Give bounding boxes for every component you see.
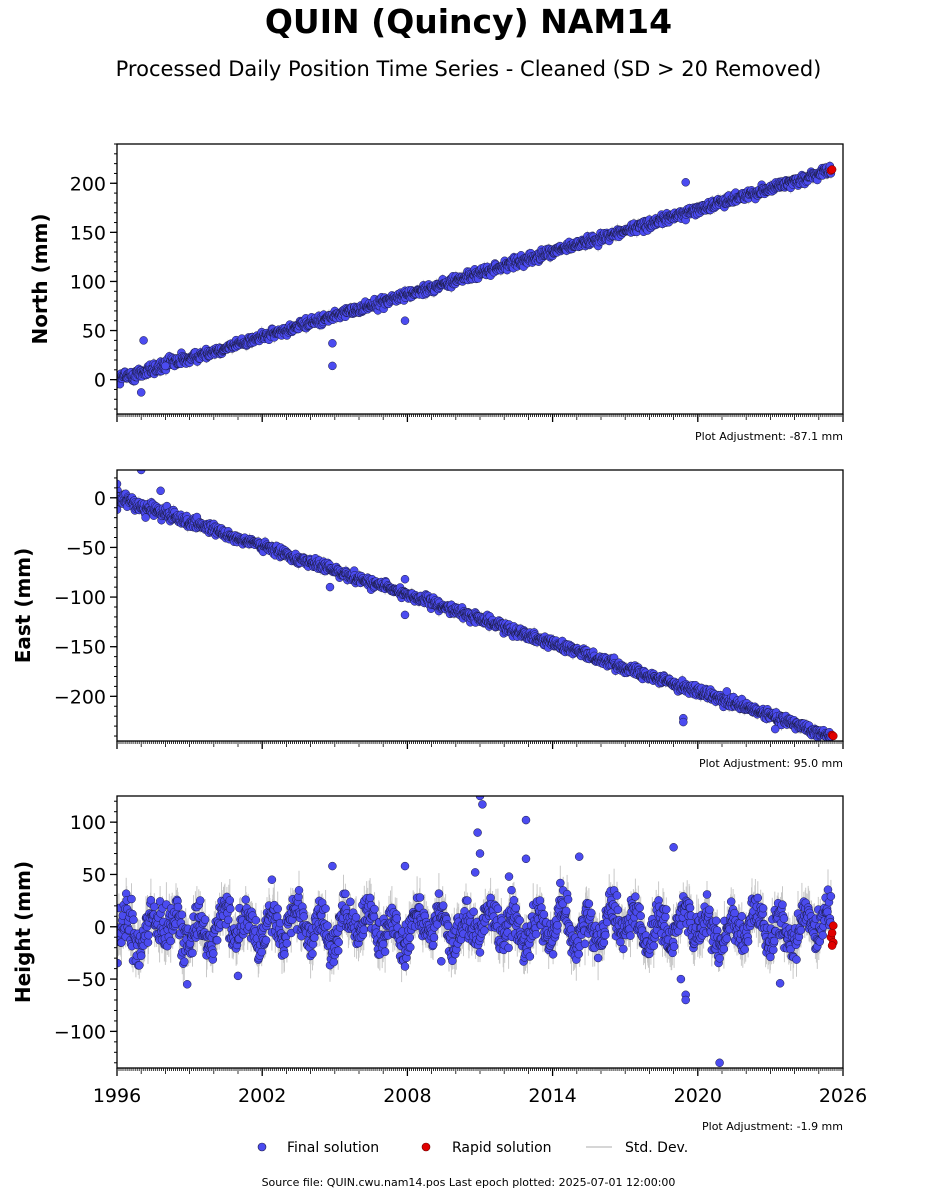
final-point xyxy=(139,336,148,345)
north-rapid-series xyxy=(826,165,837,175)
page-subtitle: Processed Daily Position Time Series - C… xyxy=(115,57,822,81)
y-tick-label: 100 xyxy=(70,271,106,293)
rapid-point xyxy=(827,165,837,174)
north-final-series xyxy=(117,161,836,397)
north-y-axis-label: North (mm) xyxy=(28,213,52,344)
final-point xyxy=(400,316,410,325)
final-point xyxy=(328,339,337,348)
y-tick-label: 50 xyxy=(82,321,106,343)
y-tick-label: 0 xyxy=(94,370,106,392)
east-final-series xyxy=(117,470,836,741)
final-point xyxy=(328,361,337,371)
page-title: QUIN (Quincy) NAM14 xyxy=(264,2,673,41)
north-panel: 0 50 100 150 200 North (mm) Plot Adjustment: -… xyxy=(28,143,844,443)
y-tick-label: 200 xyxy=(70,173,106,195)
final-point xyxy=(136,388,146,397)
final-point xyxy=(161,361,170,371)
y-tick-label: 150 xyxy=(70,222,106,244)
final-point xyxy=(141,513,150,522)
east-plot-area xyxy=(117,470,838,741)
north-plot-adjustment: Plot Adjustment: -87.1 mm xyxy=(695,430,843,443)
north-plot-area xyxy=(117,161,837,397)
final-point xyxy=(681,178,690,187)
